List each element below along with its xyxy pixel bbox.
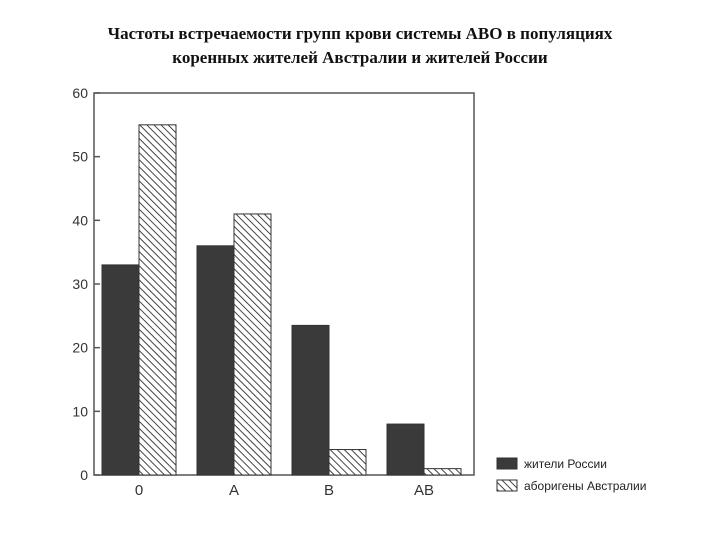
x-category-label: 0 [135, 482, 143, 499]
legend: жители России аборигены Австралии [496, 457, 646, 493]
bar-russia-2 [291, 324, 330, 476]
bars-group [101, 124, 462, 476]
x-category-label: B [324, 482, 334, 499]
chart-title: Частоты встречаемости групп крови систем… [40, 22, 680, 70]
x-category-label: AB [414, 482, 434, 499]
bar-russia-1 [196, 245, 235, 476]
y-tick-label: 40 [72, 212, 88, 228]
legend-label-0: жители России [524, 457, 607, 471]
y-tick-label: 10 [72, 403, 88, 419]
chart-title-line-2: коренных жителей Австралии и жителей Рос… [172, 48, 548, 67]
bar-russia-0 [101, 264, 140, 476]
chart-title-line-1: Частоты встречаемости групп крови систем… [107, 24, 613, 43]
bar-australia-0 [138, 124, 177, 476]
y-tick-label: 30 [72, 276, 88, 292]
y-tick-label: 0 [80, 467, 88, 483]
y-tick-label: 20 [72, 340, 88, 356]
bar-australia-3 [423, 468, 462, 476]
legend-swatch-0 [496, 457, 518, 470]
x-axis: 0 A B AB [135, 482, 434, 499]
y-axis: 0 10 20 30 40 50 60 [72, 85, 100, 483]
legend-label-1: аборигены Австралии [524, 479, 646, 493]
y-tick-label: 60 [72, 85, 88, 101]
bar-russia-3 [386, 423, 425, 476]
bar-australia-2 [328, 449, 367, 476]
bar-australia-1 [233, 213, 272, 476]
x-category-label: A [229, 482, 239, 499]
legend-swatch-1 [496, 479, 518, 492]
y-tick-label: 50 [72, 149, 88, 165]
